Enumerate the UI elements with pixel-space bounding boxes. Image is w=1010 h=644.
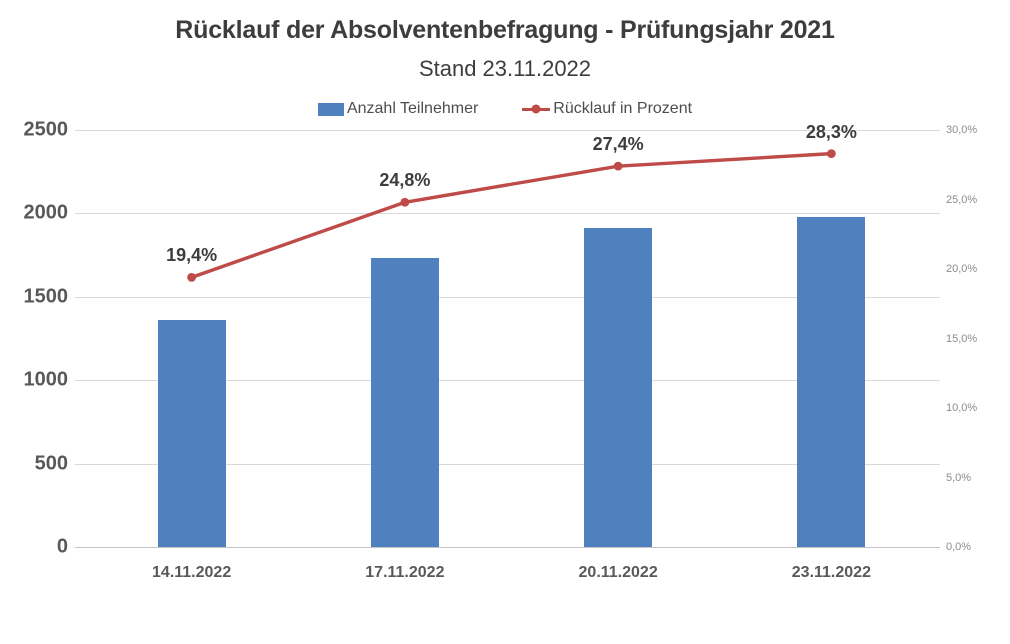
left-axis-tick-label: 2500 [23,118,69,141]
line-series-swatch-icon [522,104,551,114]
line-point-marker [613,161,623,171]
bar-anzahl-teilnehmer [584,227,653,547]
line-point-data-label: 24,8% [379,170,431,191]
x-axis-category-label: 17.11.2022 [365,564,445,581]
left-axis-tick-label: 500 [34,452,68,475]
line-point-marker [400,197,410,207]
right-axis-tick-label: 0,0% [946,541,972,553]
legend-label-ruecklauf-in-prozent: Rücklauf in Prozent [553,100,693,117]
right-axis-tick-label: 10,0% [946,402,978,414]
right-axis-tick-label: 5,0% [946,471,972,484]
line-point-data-label: 28,3% [805,121,857,142]
legend: Anzahl Teilnehmer Rücklauf in Prozent [0,97,1010,121]
legend-label-anzahl-teilnehmer: Anzahl Teilnehmer [346,100,479,117]
right-axis: 0,0% 5,0% 10,0% 15,0% 20,0% 25,0% 30,0% [946,124,1006,553]
x-axis: 14.11.2022 17.11.2022 20.11.2022 23.11.2022 [85,547,938,587]
bar-series-swatch-icon [317,102,344,116]
line-ruecklauf-in-prozent [187,149,836,282]
bar-anzahl-teilnehmer [157,320,226,547]
plot-area: 19,4% 24,8% 27,4% 28,3% [75,122,940,548]
gridline [75,547,940,548]
legend-item-ruecklauf-in-prozent: Rücklauf in Prozent [522,100,692,118]
gridline [75,380,940,382]
line-marker-dot-icon [531,104,541,114]
line-point-data-label: 19,4% [166,245,218,266]
legend-item-anzahl-teilnehmer: Anzahl Teilnehmer [317,100,479,118]
left-axis-tick-label: 2000 [23,201,69,224]
right-axis-tick-label: 30,0% [946,124,978,136]
gridline [75,463,940,465]
gridline [75,213,940,215]
gridline [75,296,940,298]
bar-anzahl-teilnehmer [370,257,439,547]
line-point-marker [826,149,836,159]
line-point-data-label: 27,4% [592,134,644,155]
bar-anzahl-teilnehmer [797,216,866,547]
gridline [75,130,940,131]
left-axis-tick-label: 1000 [23,368,69,391]
right-axis-tick-label: 25,0% [946,193,978,206]
right-axis-tick-label: 15,0% [946,332,978,345]
right-axis-tick-label: 20,0% [946,263,978,275]
chart-subtitle: Stand 23.11.2022 [418,56,592,81]
left-axis-tick-label: 1500 [23,285,69,308]
x-axis-category-label: 14.11.2022 [152,564,232,581]
left-axis-tick-label: 0 [56,535,68,558]
line-point-marker [187,272,197,282]
left-axis: 0 500 1000 1500 2000 2500 [0,119,69,558]
chart-title: Rücklauf der Absolventenbefragung - Prüf… [175,16,835,44]
x-axis-category-label: 23.11.2022 [791,564,871,581]
x-axis-category-label: 20.11.2022 [578,564,658,581]
